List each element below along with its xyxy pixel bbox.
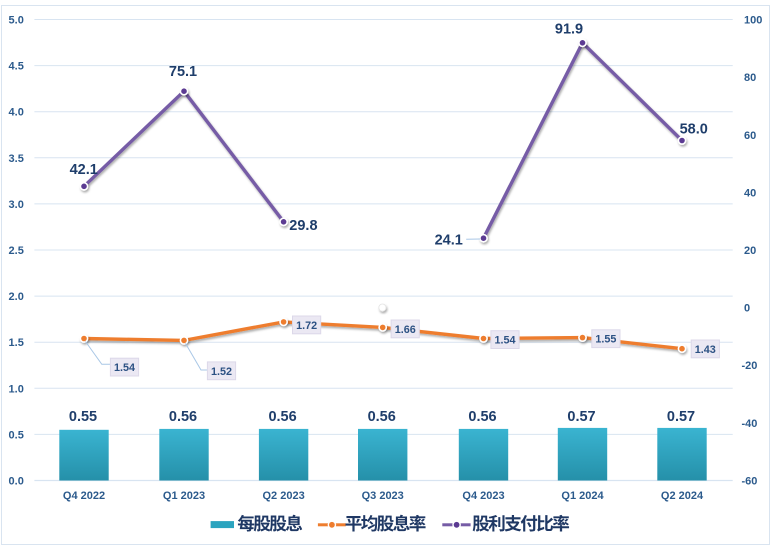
svg-text:75.1: 75.1 — [169, 64, 197, 80]
svg-text:60: 60 — [744, 130, 756, 142]
svg-text:3.0: 3.0 — [9, 199, 24, 211]
svg-text:1.54: 1.54 — [114, 362, 135, 374]
svg-text:58.0: 58.0 — [680, 122, 708, 138]
svg-text:1.5: 1.5 — [9, 337, 24, 349]
svg-text:29.8: 29.8 — [289, 218, 317, 234]
svg-text:0.57: 0.57 — [667, 409, 695, 425]
svg-text:1.54: 1.54 — [494, 335, 515, 347]
svg-text:1.0: 1.0 — [9, 383, 24, 395]
svg-text:0: 0 — [744, 303, 750, 315]
svg-text:0.56: 0.56 — [268, 409, 296, 425]
svg-text:-20: -20 — [742, 360, 758, 372]
svg-text:1.43: 1.43 — [695, 344, 716, 356]
svg-text:1.55: 1.55 — [595, 334, 616, 346]
svg-text:100: 100 — [744, 15, 762, 27]
svg-text:80: 80 — [744, 72, 756, 84]
svg-text:Q4 2022: Q4 2022 — [63, 490, 105, 502]
svg-text:3.5: 3.5 — [9, 153, 24, 165]
svg-text:4.0: 4.0 — [9, 107, 24, 119]
svg-text:Q3 2023: Q3 2023 — [362, 490, 404, 502]
svg-text:1.52: 1.52 — [211, 366, 232, 378]
svg-text:1.66: 1.66 — [395, 324, 416, 336]
svg-text:Q2 2023: Q2 2023 — [262, 490, 304, 502]
svg-text:Q4 2023: Q4 2023 — [462, 490, 504, 502]
svg-text:91.9: 91.9 — [555, 22, 583, 38]
svg-text:2.0: 2.0 — [9, 291, 24, 303]
svg-text:0.0: 0.0 — [9, 476, 24, 488]
svg-text:4.5: 4.5 — [9, 61, 24, 73]
svg-text:Q1 2023: Q1 2023 — [163, 490, 205, 502]
svg-text:20: 20 — [744, 245, 756, 257]
svg-text:0.56: 0.56 — [169, 409, 197, 425]
svg-text:0.57: 0.57 — [567, 409, 595, 425]
svg-text:42.1: 42.1 — [70, 162, 98, 178]
svg-text:1.72: 1.72 — [296, 320, 317, 332]
svg-text:Q1 2024: Q1 2024 — [561, 490, 604, 502]
svg-text:0.55: 0.55 — [69, 409, 97, 425]
svg-text:24.1: 24.1 — [435, 232, 463, 248]
svg-text:40: 40 — [744, 187, 756, 199]
svg-text:-40: -40 — [742, 418, 758, 430]
svg-text:0.56: 0.56 — [468, 409, 496, 425]
svg-text:2.5: 2.5 — [9, 245, 24, 257]
svg-text:0.5: 0.5 — [9, 429, 24, 441]
svg-text:Q2 2024: Q2 2024 — [661, 490, 704, 502]
svg-text:0.56: 0.56 — [368, 409, 396, 425]
svg-text:5.0: 5.0 — [9, 15, 24, 27]
svg-text:-60: -60 — [742, 476, 758, 488]
